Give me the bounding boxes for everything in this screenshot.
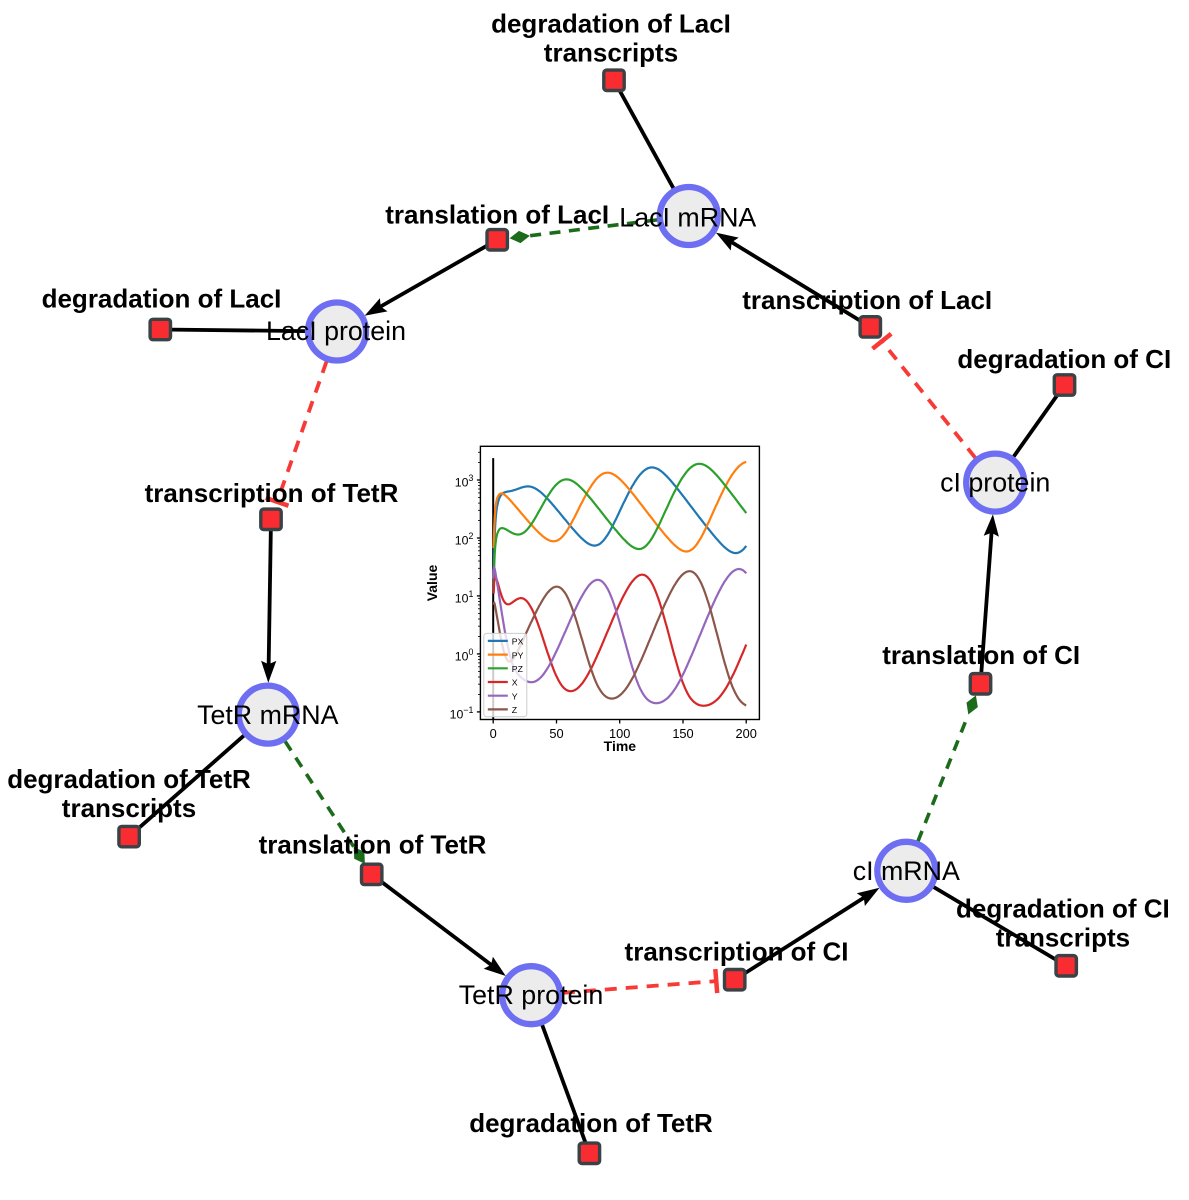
- svg-text:150: 150: [672, 726, 693, 741]
- svg-text:cI mRNA: cI mRNA: [853, 856, 960, 886]
- svg-text:transcription of CI: transcription of CI: [625, 937, 849, 967]
- svg-text:degradation of LacI: degradation of LacI: [491, 9, 731, 39]
- svg-text:LacI protein: LacI protein: [266, 316, 406, 346]
- svg-text:PZ: PZ: [512, 664, 524, 674]
- svg-text:transcription of LacI: transcription of LacI: [742, 285, 992, 315]
- svg-text:degradation of TetR: degradation of TetR: [469, 1108, 713, 1138]
- svg-text:Y: Y: [512, 691, 518, 701]
- svg-text:TetR mRNA: TetR mRNA: [197, 700, 339, 730]
- svg-text:Z: Z: [512, 705, 518, 715]
- svg-text:translation of TetR: translation of TetR: [259, 830, 487, 860]
- svg-text:degradation of TetR: degradation of TetR: [7, 764, 251, 794]
- svg-text:200: 200: [736, 726, 757, 741]
- svg-text:50: 50: [549, 726, 563, 741]
- svg-text:transcripts: transcripts: [544, 38, 678, 68]
- svg-text:PX: PX: [512, 637, 524, 647]
- svg-text:TetR protein: TetR protein: [459, 980, 603, 1010]
- svg-text:degradation of CI: degradation of CI: [956, 894, 1170, 924]
- svg-text:100: 100: [609, 726, 630, 741]
- svg-text:degradation of CI: degradation of CI: [957, 344, 1171, 374]
- svg-text:transcripts: transcripts: [62, 793, 196, 823]
- svg-text:cI protein: cI protein: [940, 468, 1050, 498]
- svg-text:transcription of TetR: transcription of TetR: [145, 478, 399, 508]
- svg-text:translation of LacI: translation of LacI: [385, 200, 609, 230]
- svg-text:transcripts: transcripts: [996, 922, 1130, 952]
- svg-text:Value: Value: [424, 565, 440, 602]
- svg-text:degradation of LacI: degradation of LacI: [42, 283, 282, 313]
- svg-text:X: X: [512, 678, 518, 688]
- svg-text:LacI mRNA: LacI mRNA: [619, 203, 756, 233]
- svg-text:0: 0: [490, 726, 497, 741]
- svg-text:Time: Time: [604, 738, 637, 754]
- svg-text:translation of CI: translation of CI: [882, 640, 1080, 670]
- svg-text:PY: PY: [512, 650, 524, 660]
